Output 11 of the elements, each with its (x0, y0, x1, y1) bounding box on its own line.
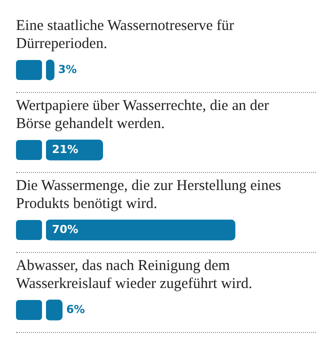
y-tick-label: Wertpapiere über Wasserrechte, die an der Börse gehandelt werden. (16, 98, 270, 132)
data-label: 21% (52, 142, 78, 156)
y-tick-label: Abwasser, das nach Reinigung dem Wasserkreislauf wieder zugeführt wird. (16, 258, 252, 292)
data-label: 6% (66, 302, 85, 316)
data-label: 3% (58, 62, 77, 76)
bar (46, 300, 63, 320)
bar (46, 140, 104, 160)
data-label: 70% (52, 222, 78, 236)
y-tick-label: Die Wassermenge, die zur Herstellung eines Produkts benötigt wird. (16, 178, 282, 212)
y-tick-label: Eine staatliche Wassernotreserve für Dürreperioden. (16, 18, 234, 52)
bar (46, 220, 236, 240)
